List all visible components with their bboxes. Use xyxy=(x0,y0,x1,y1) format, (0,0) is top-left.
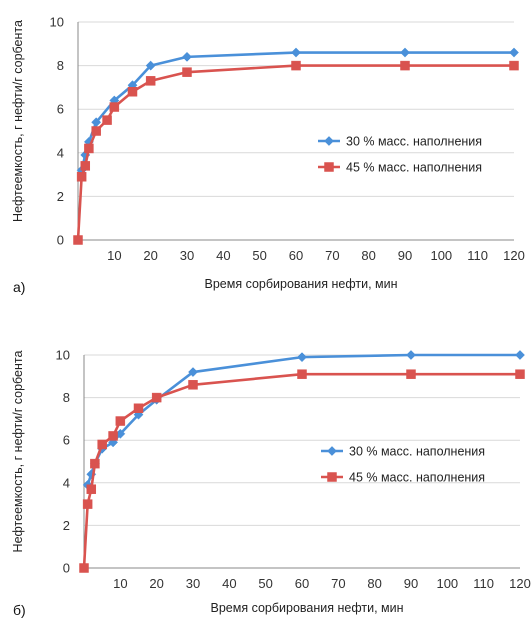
data-point-series-2 xyxy=(79,563,89,573)
y-axis-title: Нефтеемкость, г нефти/г сорбента xyxy=(11,20,25,222)
data-point-series-2 xyxy=(127,87,138,97)
y-tick-label: 10 xyxy=(56,348,70,363)
x-tick-label: 50 xyxy=(252,248,266,263)
x-tick-label: 30 xyxy=(180,248,194,263)
data-point-series-2 xyxy=(182,67,192,77)
x-tick-label: 60 xyxy=(289,248,303,263)
legend-marker-1 xyxy=(327,446,337,456)
data-point-series-1 xyxy=(145,60,156,71)
data-point-series-1 xyxy=(406,350,416,360)
x-tick-label: 110 xyxy=(467,248,488,263)
y-tick-label: 2 xyxy=(63,518,70,533)
y-tick-label: 6 xyxy=(57,102,64,117)
data-point-series-2 xyxy=(515,369,525,379)
panel-label: а) xyxy=(13,279,25,295)
x-tick-label: 40 xyxy=(222,576,236,591)
data-point-series-2 xyxy=(102,115,112,125)
y-tick-label: 0 xyxy=(63,561,70,576)
x-tick-label: 90 xyxy=(404,576,418,591)
y-tick-label: 6 xyxy=(63,433,70,448)
y-tick-label: 0 xyxy=(57,233,64,248)
data-point-series-2 xyxy=(73,235,83,245)
data-point-series-2 xyxy=(188,380,198,390)
legend: 30 % масс. наполнения 45 % масс. наполнен… xyxy=(321,445,485,485)
x-tick-label: 20 xyxy=(149,576,163,591)
x-tick-label: 120 xyxy=(503,248,525,263)
data-point-series-1 xyxy=(291,47,301,58)
data-point-series-2 xyxy=(97,439,107,450)
y-tick-label: 8 xyxy=(57,58,64,73)
data-point-series-1 xyxy=(182,51,192,62)
y-tick-label: 4 xyxy=(63,475,70,490)
data-point-series-2 xyxy=(145,76,156,86)
x-tick-label: 50 xyxy=(258,576,272,591)
data-point-series-2 xyxy=(406,369,416,379)
x-tick-label: 80 xyxy=(361,248,375,263)
x-tick-label: 20 xyxy=(143,248,157,263)
data-point-series-2 xyxy=(151,392,162,403)
y-tick-label: 4 xyxy=(57,145,64,160)
data-point-series-1 xyxy=(297,352,307,363)
data-point-series-2 xyxy=(84,143,94,154)
data-point-series-1 xyxy=(188,367,198,377)
panel-label: б) xyxy=(13,602,26,618)
data-point-series-2 xyxy=(90,458,100,469)
y-tick-label: 2 xyxy=(57,189,64,204)
y-axis-title: Нефтеемкость, г нефти/г сорбента xyxy=(11,351,25,553)
data-point-series-2 xyxy=(297,369,307,379)
legend-label-1: 30 % масс. наполнения xyxy=(349,445,485,459)
data-point-series-1 xyxy=(509,47,519,58)
legend-label-2: 45 % масс. наполнения xyxy=(349,471,485,485)
x-tick-label: 110 xyxy=(473,576,494,591)
x-tick-label: 100 xyxy=(436,576,458,591)
legend-marker-1 xyxy=(324,136,334,146)
data-point-series-2 xyxy=(76,172,87,182)
x-tick-label: 120 xyxy=(509,576,531,591)
x-tick-label: 80 xyxy=(367,576,381,591)
legend-label-2: 45 % масс. наполнения xyxy=(346,161,482,175)
data-point-series-1 xyxy=(108,437,119,448)
legend: 30 % масс. наполнения 45 % масс. наполнен… xyxy=(318,135,482,175)
y-tick-label: 10 xyxy=(50,15,64,30)
x-tick-label: 100 xyxy=(430,248,452,263)
x-tick-label: 70 xyxy=(331,576,345,591)
data-point-series-2 xyxy=(291,60,301,71)
data-point-series-2 xyxy=(86,484,97,494)
x-tick-label: 70 xyxy=(325,248,339,263)
data-point-series-2 xyxy=(109,102,120,112)
data-point-series-2 xyxy=(91,126,101,136)
data-point-series-2 xyxy=(133,403,144,413)
legend-label-1: 30 % масс. наполнения xyxy=(346,135,482,149)
x-axis-title: Время сорбирования нефти, мин xyxy=(211,601,404,615)
data-point-series-1 xyxy=(133,409,144,420)
y-tick-label: 8 xyxy=(63,390,70,405)
x-tick-label: 60 xyxy=(295,576,309,591)
data-point-series-2 xyxy=(115,416,126,426)
data-point-series-2 xyxy=(108,431,118,441)
data-point-series-2 xyxy=(80,161,91,171)
data-point-series-2 xyxy=(82,499,93,509)
x-tick-label: 90 xyxy=(398,248,412,263)
data-point-series-2 xyxy=(400,60,410,71)
x-tick-label: 10 xyxy=(107,248,121,263)
chart-panel-2: 0 2 4 6 8 10 10 20 30 40 50 60 70 80 90 100 110 120 Время … xyxy=(11,348,531,619)
x-tick-label: 10 xyxy=(113,576,127,591)
x-axis-title: Время сорбирования нефти, мин xyxy=(205,277,398,291)
data-point-series-2 xyxy=(509,60,519,71)
chart-panel-1: 0 2 4 6 8 10 10 20 30 40 50 60 70 80 90 100 110 120 Время … xyxy=(11,15,525,296)
x-tick-label: 40 xyxy=(216,248,230,263)
x-tick-label: 30 xyxy=(186,576,200,591)
data-point-series-1 xyxy=(400,47,410,58)
legend-marker-2 xyxy=(324,162,334,172)
data-point-series-1 xyxy=(515,350,525,360)
legend-marker-2 xyxy=(327,472,337,482)
